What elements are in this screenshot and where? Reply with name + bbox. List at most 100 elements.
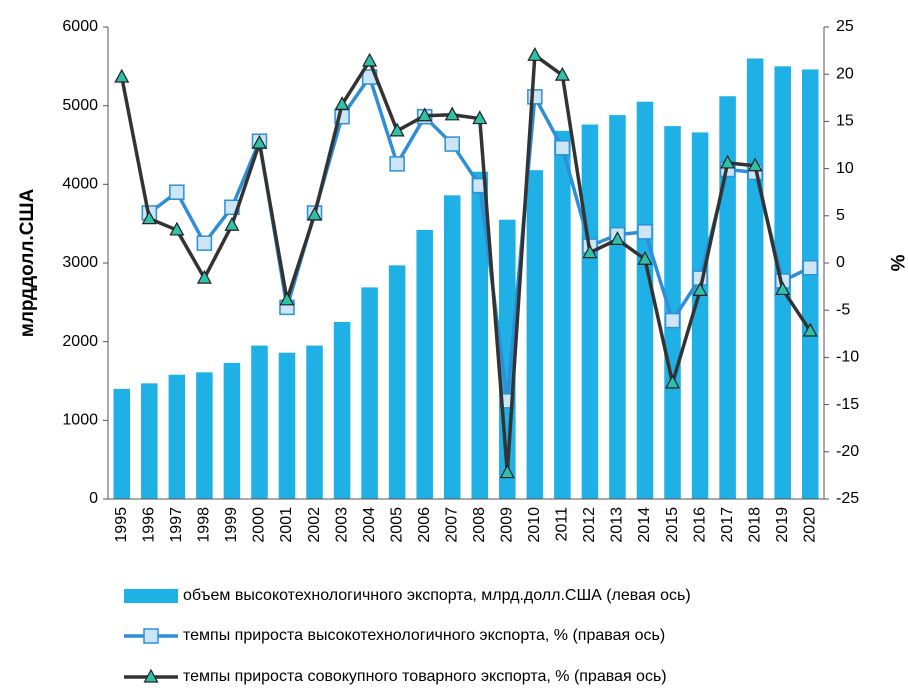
x-tick-label: 2015	[664, 507, 681, 543]
x-tick-label: 2019	[774, 507, 791, 543]
triangle-marker	[775, 281, 791, 296]
y2-tick-label: -15	[836, 396, 859, 413]
bar	[113, 388, 131, 499]
y-tick-label: 6000	[62, 18, 98, 35]
triangle-marker	[499, 464, 515, 479]
triangle-marker	[582, 244, 598, 259]
x-tick-label: 2008	[471, 507, 488, 543]
legend-marker	[143, 668, 159, 683]
legend-label: темпы прироста совокупного товарного экс…	[183, 668, 667, 685]
bar	[168, 374, 186, 499]
triangle-marker	[444, 106, 460, 121]
triangle-marker	[720, 154, 736, 169]
bar	[388, 265, 406, 499]
x-tick-label: 2007	[443, 507, 460, 543]
legend-label: темпы прироста высокотехнологичного эксп…	[183, 627, 665, 644]
x-tick-label: 2001	[278, 507, 295, 543]
triangle-marker	[609, 231, 625, 245]
bar	[609, 115, 626, 500]
triangle-marker	[279, 291, 295, 306]
triangle-marker	[389, 122, 405, 137]
y-tick-label: 5000	[62, 97, 98, 114]
y2-tick-label: -25	[836, 490, 859, 507]
x-tick-label: 2000	[251, 507, 268, 543]
x-tick-label: 1996	[141, 507, 158, 543]
x-tick-label: 1999	[223, 507, 240, 543]
bar	[443, 195, 461, 499]
triangle-marker	[362, 52, 378, 67]
triangle-marker	[196, 269, 212, 284]
bar	[636, 101, 654, 499]
bar	[471, 171, 489, 499]
bar	[526, 170, 544, 499]
legend-swatch	[124, 589, 178, 603]
bar	[664, 126, 681, 500]
x-tick-label: 2010	[526, 507, 543, 543]
y2-tick-label: 25	[836, 18, 854, 35]
y2-axis-label: %	[886, 255, 907, 272]
bar	[196, 372, 213, 499]
square-marker	[527, 89, 543, 105]
bar	[554, 130, 571, 499]
triangle-marker	[417, 107, 433, 122]
y-axis-label: млрддолл.США	[17, 188, 38, 337]
triangle-marker	[334, 96, 350, 111]
x-tick-label: 2012	[581, 507, 598, 543]
bar	[333, 322, 351, 499]
square-marker	[444, 136, 460, 152]
y2-tick-label: 0	[836, 254, 845, 271]
x-tick-label: 2013	[609, 507, 626, 543]
y2-tick-label: -10	[836, 349, 859, 366]
triangle-marker	[747, 157, 763, 172]
triangle-marker	[224, 216, 240, 231]
bar	[223, 362, 241, 499]
x-tick-label: 2002	[306, 507, 323, 543]
x-tick-label: 2003	[333, 507, 350, 543]
bar	[801, 69, 819, 499]
y-tick-label: 2000	[62, 333, 98, 350]
y2-tick-label: 10	[836, 160, 854, 177]
legend-label: объем высокотехнологичного экспорта, млр…	[183, 587, 691, 604]
triangle-marker	[665, 374, 681, 389]
x-tick-label: 2020	[801, 507, 818, 543]
triangle-marker	[307, 206, 323, 221]
y-tick-label: 3000	[62, 254, 98, 271]
y-tick-label: 1000	[62, 412, 98, 429]
square-marker	[637, 224, 653, 240]
line	[120, 52, 812, 473]
bar	[278, 352, 296, 499]
x-tick-label: 2005	[388, 507, 405, 543]
square-marker	[802, 259, 818, 276]
triangle-marker	[527, 47, 543, 61]
bar	[719, 96, 736, 499]
x-tick-label: 2016	[691, 507, 708, 543]
triangle-marker	[554, 66, 570, 81]
x-tick-label: 2018	[746, 507, 763, 543]
triangle-marker	[802, 322, 818, 337]
x-tick-label: 1997	[168, 507, 185, 543]
x-tick-label: 2004	[361, 507, 378, 543]
square-marker	[664, 312, 681, 329]
x-tick-label: 2009	[499, 507, 516, 543]
y2-tick-label: 15	[836, 113, 854, 130]
y2-tick-label: 5	[836, 207, 845, 224]
square-marker	[554, 140, 571, 156]
x-tick-label: 1995	[113, 507, 130, 543]
square-marker	[169, 184, 185, 200]
legend-marker	[143, 628, 159, 644]
bar	[691, 132, 709, 499]
x-tick-label: 1998	[196, 507, 213, 543]
x-tick-label: 2011	[554, 507, 571, 542]
y-tick-label: 0	[89, 490, 98, 507]
triangle-marker	[141, 210, 157, 225]
bar	[746, 58, 764, 499]
triangle-marker	[472, 110, 488, 125]
x-tick-label: 2014	[636, 507, 653, 543]
x-tick-label: 2017	[719, 507, 736, 543]
y2-tick-label: -5	[836, 301, 850, 318]
bar	[306, 345, 323, 499]
bar	[361, 287, 378, 499]
square-marker	[196, 235, 213, 251]
triangle-marker	[637, 250, 653, 265]
